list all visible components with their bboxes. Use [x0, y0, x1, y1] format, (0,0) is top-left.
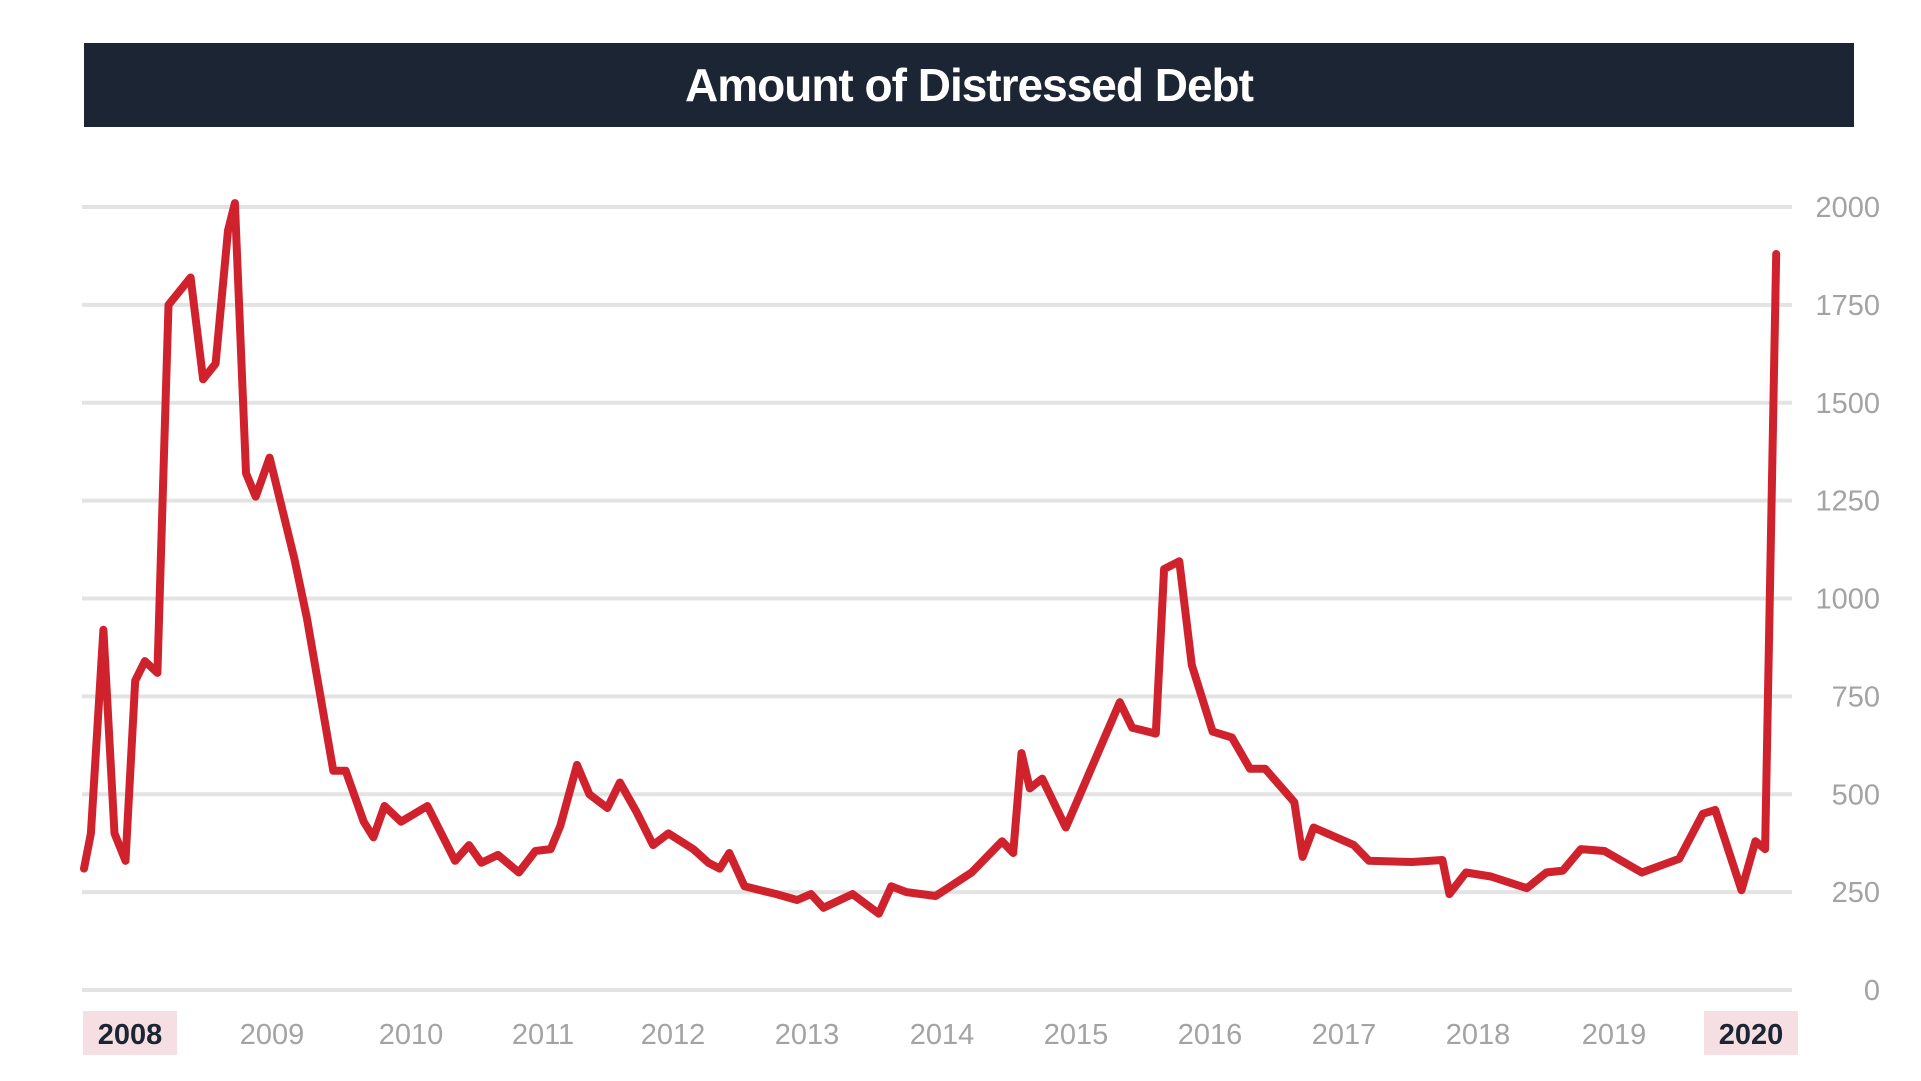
y-tick-label: 500 [1832, 779, 1880, 811]
x-tick-label: 2009 [240, 1019, 305, 1051]
x-tick-highlight-2008 [83, 1011, 177, 1055]
x-tick-label: 2014 [910, 1019, 975, 1051]
y-tick-label: 1250 [1815, 486, 1880, 518]
y-tick-label: 1500 [1815, 388, 1880, 420]
x-tick-label: 2008 [98, 1019, 163, 1051]
x-tick-label: 2016 [1178, 1019, 1243, 1051]
x-tick-label: 2010 [379, 1019, 444, 1051]
y-tick-label: 1750 [1815, 290, 1880, 322]
x-tick-label: 2011 [512, 1019, 574, 1051]
x-tick-label: 2017 [1312, 1019, 1377, 1051]
y-tick-label: 1000 [1815, 584, 1880, 616]
x-tick-label: 2018 [1446, 1019, 1511, 1051]
x-tick-label: 2020 [1719, 1019, 1784, 1051]
x-tick-highlight-2020 [1704, 1011, 1798, 1055]
x-tick-label: 2019 [1582, 1019, 1647, 1051]
y-tick-label: 0 [1864, 975, 1880, 1007]
x-tick-label: 2012 [641, 1019, 706, 1051]
chart-title-bar: Amount of Distressed Debt [84, 43, 1854, 127]
x-tick-label: 2013 [775, 1019, 840, 1051]
y-tick-label: 750 [1832, 681, 1880, 713]
y-tick-label: 2000 [1815, 192, 1880, 224]
series-line [80, 199, 1781, 918]
y-tick-label: 250 [1832, 877, 1880, 909]
x-tick-label: 2015 [1044, 1019, 1109, 1051]
chart-title: Amount of Distressed Debt [685, 59, 1254, 111]
